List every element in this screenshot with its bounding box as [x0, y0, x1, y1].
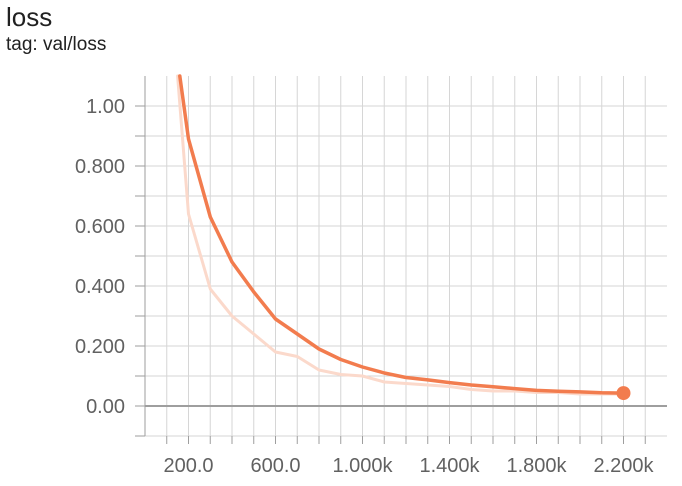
y-tick-label: 0.00: [86, 396, 125, 418]
series: [176, 74, 631, 401]
axes: [135, 76, 667, 444]
x-tick-label: 1.400k: [419, 455, 480, 477]
last-point-marker: [616, 386, 631, 401]
y-tick-label: 1.00: [86, 96, 125, 118]
chart-title: loss: [6, 2, 53, 32]
x-tick-label: 1.000k: [332, 455, 393, 477]
y-tick-label: 0.200: [75, 336, 125, 358]
x-tick-label: 600.0: [250, 455, 300, 477]
grid: [145, 76, 667, 437]
y-tick-label: 0.800: [75, 156, 125, 178]
y-tick-label: 0.400: [75, 276, 125, 298]
tick-labels: 0.00 0.200 0.400 0.600 0.800 1.00 200.0 600.0 1.…: [75, 96, 655, 477]
x-tick-label: 200.0: [163, 455, 213, 477]
y-tick-label: 0.600: [75, 216, 125, 238]
x-tick-label: 2.200k: [593, 455, 654, 477]
x-tick-label: 1.800k: [506, 455, 567, 477]
chart-tag: tag: val/loss: [6, 34, 107, 55]
smoothed-loss-line: [178, 74, 626, 395]
